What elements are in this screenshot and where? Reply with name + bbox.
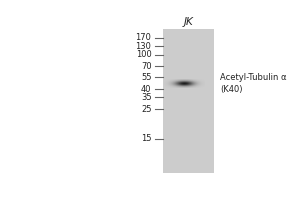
Text: 55: 55 <box>141 73 152 82</box>
Text: 170: 170 <box>136 33 152 42</box>
Text: 25: 25 <box>141 105 152 114</box>
Text: 15: 15 <box>141 134 152 143</box>
Text: Acetyl-Tubulin α
(K40): Acetyl-Tubulin α (K40) <box>220 73 286 94</box>
Bar <box>163 29 214 173</box>
Text: 40: 40 <box>141 85 152 94</box>
Text: 70: 70 <box>141 62 152 71</box>
Text: JK: JK <box>184 17 194 27</box>
Text: 130: 130 <box>136 42 152 51</box>
Text: 35: 35 <box>141 93 152 102</box>
Text: 100: 100 <box>136 50 152 59</box>
